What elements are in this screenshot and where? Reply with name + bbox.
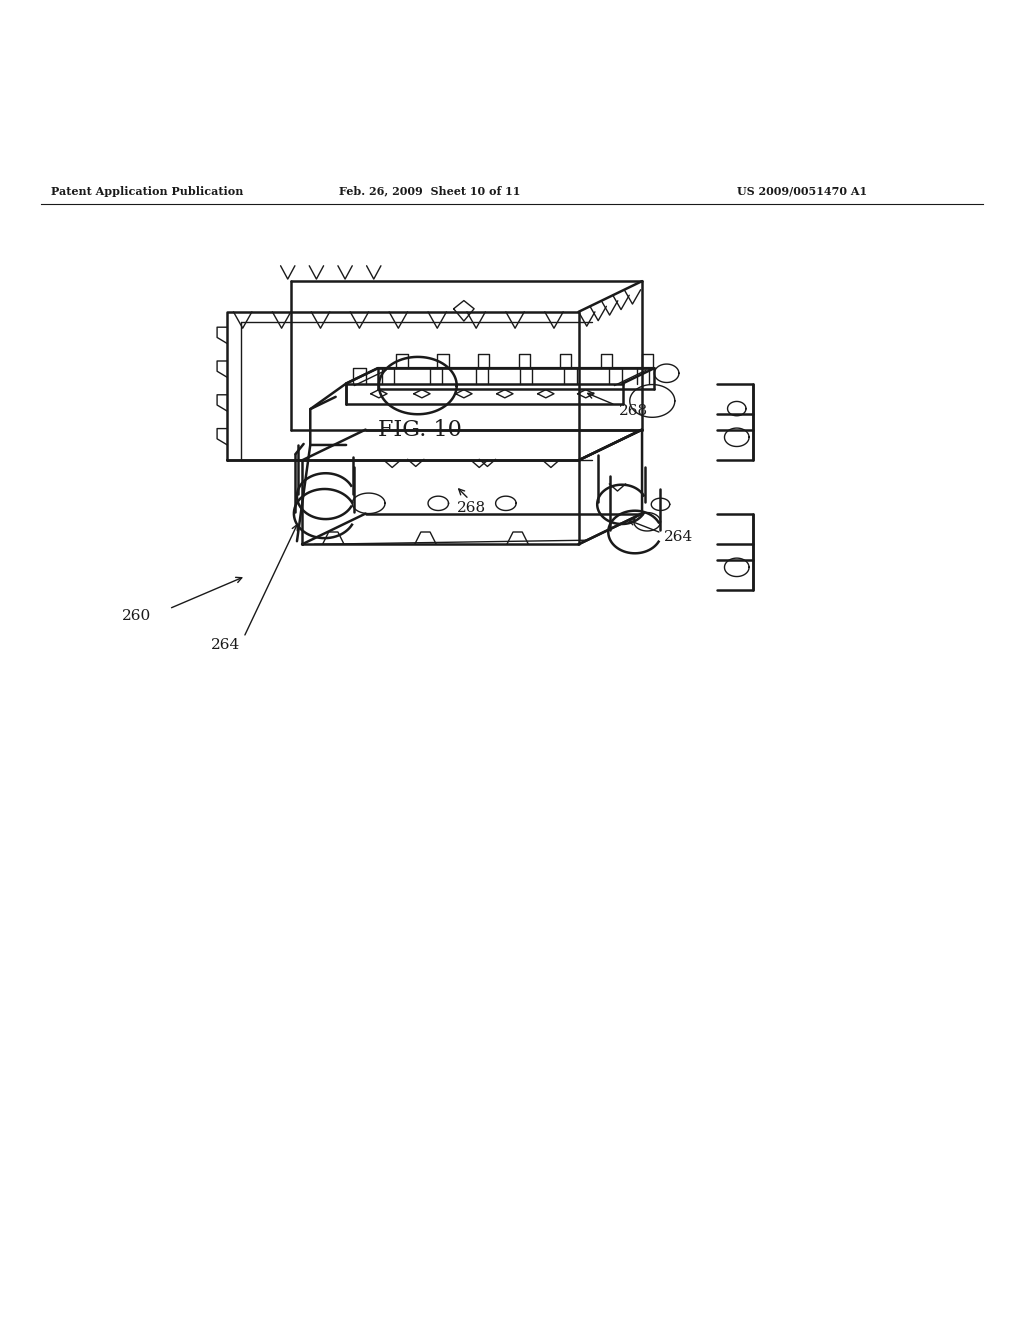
Text: FIG. 10: FIG. 10 [378, 418, 462, 441]
Text: 264: 264 [664, 531, 693, 544]
Text: 264: 264 [211, 638, 241, 652]
Text: 268: 268 [457, 502, 485, 515]
Text: Feb. 26, 2009  Sheet 10 of 11: Feb. 26, 2009 Sheet 10 of 11 [339, 186, 521, 197]
Text: Patent Application Publication: Patent Application Publication [51, 186, 244, 197]
Text: 268: 268 [618, 404, 647, 418]
Text: US 2009/0051470 A1: US 2009/0051470 A1 [737, 186, 867, 197]
Text: 260: 260 [122, 609, 152, 623]
